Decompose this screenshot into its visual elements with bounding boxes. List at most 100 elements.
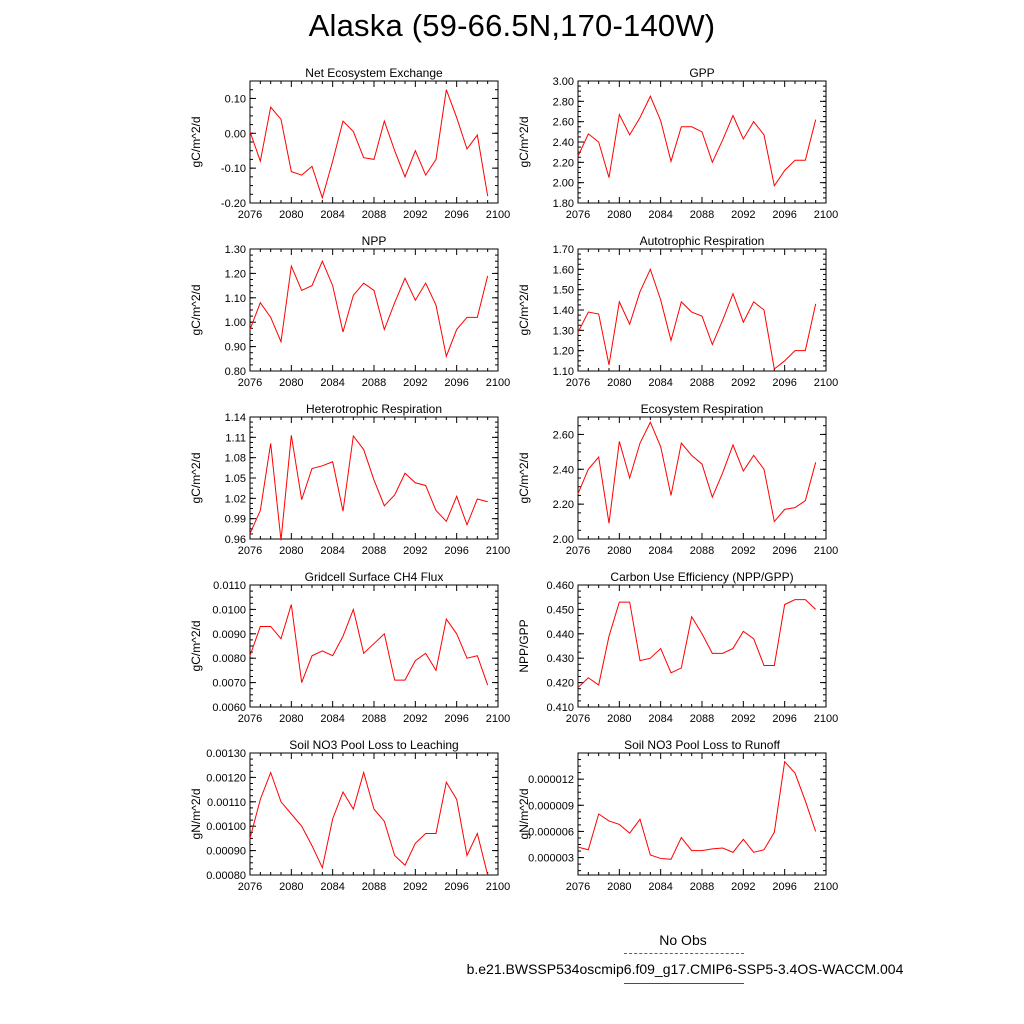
y-tick-label: 1.30 [225, 244, 246, 256]
y-axis-label: gC/m^2/d [517, 453, 531, 504]
x-tick-label: 2088 [690, 545, 714, 557]
chart-title: Soil NO3 Pool Loss to Runoff [624, 738, 781, 752]
y-tick-label: 0.00130 [206, 748, 246, 760]
y-tick-label: 2.60 [553, 429, 574, 441]
x-tick-label: 2096 [772, 713, 796, 725]
y-tick-label: 1.02 [225, 493, 246, 505]
y-tick-label: 0.0100 [212, 604, 246, 616]
legend-obs-label: No Obs [659, 932, 707, 948]
x-tick-label: 2080 [607, 545, 631, 557]
series-line [249, 770, 489, 876]
chart-title: Ecosystem Respiration [641, 402, 764, 416]
x-tick-label: 2088 [690, 377, 714, 389]
x-tick-label: 2088 [690, 209, 714, 221]
x-tick-label: 2096 [772, 545, 796, 557]
y-tick-label: 1.60 [553, 264, 574, 276]
x-tick-label: 2080 [607, 377, 631, 389]
y-tick-label: 0.0080 [212, 653, 246, 665]
series-line [577, 267, 817, 370]
chart-panel-4: Autotrophic Respiration gC/m^2/d 2076 2080 2… [517, 234, 838, 389]
y-axis-label: gC/m^2/d [189, 621, 203, 672]
y-tick-label: 0.0110 [213, 580, 246, 592]
x-tick-label: 2100 [814, 881, 838, 893]
chart-title: Autotrophic Respiration [640, 234, 765, 248]
x-tick-label: 2076 [238, 713, 262, 725]
y-tick-label: 0.00090 [206, 846, 246, 858]
y-tick-label: 1.50 [553, 285, 574, 297]
x-tick-label: 2088 [362, 881, 386, 893]
y-tick-label: 2.40 [553, 464, 574, 476]
x-tick-label: 2076 [566, 545, 590, 557]
chart-title: Carbon Use Efficiency (NPP/GPP) [610, 570, 793, 584]
chart-title: Heterotrophic Respiration [306, 402, 442, 416]
y-tick-label: 0.99 [225, 514, 246, 526]
x-tick-label: 2092 [403, 209, 427, 221]
x-tick-label: 2080 [607, 209, 631, 221]
x-tick-label: 2092 [731, 881, 755, 893]
y-tick-label: 0.80 [225, 366, 246, 378]
x-tick-label: 2092 [731, 377, 755, 389]
legend-model-line [624, 983, 744, 984]
y-tick-label: 1.11 [225, 432, 246, 444]
y-tick-label: 2.80 [553, 96, 574, 108]
x-tick-label: 2076 [238, 377, 262, 389]
x-tick-label: 2100 [486, 377, 510, 389]
series-line [577, 421, 817, 524]
x-tick-label: 2080 [607, 713, 631, 725]
y-tick-label: 1.40 [553, 305, 574, 317]
x-tick-label: 2092 [731, 713, 755, 725]
y-tick-label: 1.70 [553, 244, 574, 256]
y-tick-label: 0.0070 [212, 678, 246, 690]
y-tick-label: 1.20 [225, 268, 246, 280]
y-axis-label: gC/m^2/d [189, 285, 203, 336]
y-tick-label: 0.420 [546, 678, 574, 690]
y-tick-label: 0.000012 [528, 774, 574, 786]
plot-frame [249, 248, 499, 372]
x-tick-label: 2100 [814, 377, 838, 389]
series-line [249, 259, 489, 359]
y-tick-label: 0.00 [225, 128, 246, 140]
x-tick-label: 2092 [403, 377, 427, 389]
y-tick-label: 1.10 [553, 366, 574, 378]
y-tick-label: 2.00 [553, 534, 574, 546]
chart-panel-10: Soil NO3 Pool Loss to Runoff gN/m^2/d 2076… [517, 738, 838, 893]
y-tick-label: 0.450 [546, 604, 574, 616]
plot-frame [249, 584, 499, 708]
chart-panel-1: Net Ecosystem Exchange gC/m^2/d 2076 2080 20… [189, 66, 510, 221]
series-line [577, 599, 817, 688]
chart-panel-5: Heterotrophic Respiration gC/m^2/d 2076 208… [189, 402, 510, 557]
x-tick-label: 2084 [648, 713, 672, 725]
x-tick-label: 2088 [362, 713, 386, 725]
series-line [249, 604, 489, 686]
y-tick-label: 0.00110 [207, 797, 246, 809]
x-tick-label: 2088 [362, 209, 386, 221]
x-tick-label: 2096 [444, 377, 468, 389]
chart-panel-3: NPP gC/m^2/d 2076 2080 2084 2088 2092 2096 2100 0… [189, 234, 510, 389]
x-tick-label: 2076 [566, 209, 590, 221]
y-tick-label: 0.0060 [212, 702, 246, 714]
x-tick-label: 2080 [279, 713, 303, 725]
y-tick-label: 2.20 [553, 157, 574, 169]
y-tick-label: 0.00080 [206, 870, 246, 882]
plot-frame [249, 752, 499, 876]
x-tick-label: 2076 [566, 881, 590, 893]
y-tick-label: 0.000003 [528, 853, 574, 865]
plot-frame [577, 752, 827, 876]
y-tick-label: 0.00100 [206, 821, 246, 833]
y-axis-label: NPP/GPP [517, 619, 531, 672]
y-axis-label: gN/m^2/d [189, 789, 203, 840]
y-tick-label: 2.20 [553, 499, 574, 511]
y-axis-label: gC/m^2/d [189, 453, 203, 504]
x-tick-label: 2084 [320, 377, 344, 389]
plot-frame [577, 584, 827, 708]
y-tick-label: 0.10 [225, 93, 246, 105]
x-tick-label: 2076 [566, 713, 590, 725]
y-axis-label: gC/m^2/d [517, 285, 531, 336]
y-tick-label: 0.96 [225, 534, 246, 546]
y-tick-label: 2.00 [553, 178, 574, 190]
y-tick-label: 0.460 [546, 580, 574, 592]
series-line [577, 95, 817, 187]
chart-title: NPP [362, 234, 387, 248]
x-tick-label: 2084 [648, 377, 672, 389]
